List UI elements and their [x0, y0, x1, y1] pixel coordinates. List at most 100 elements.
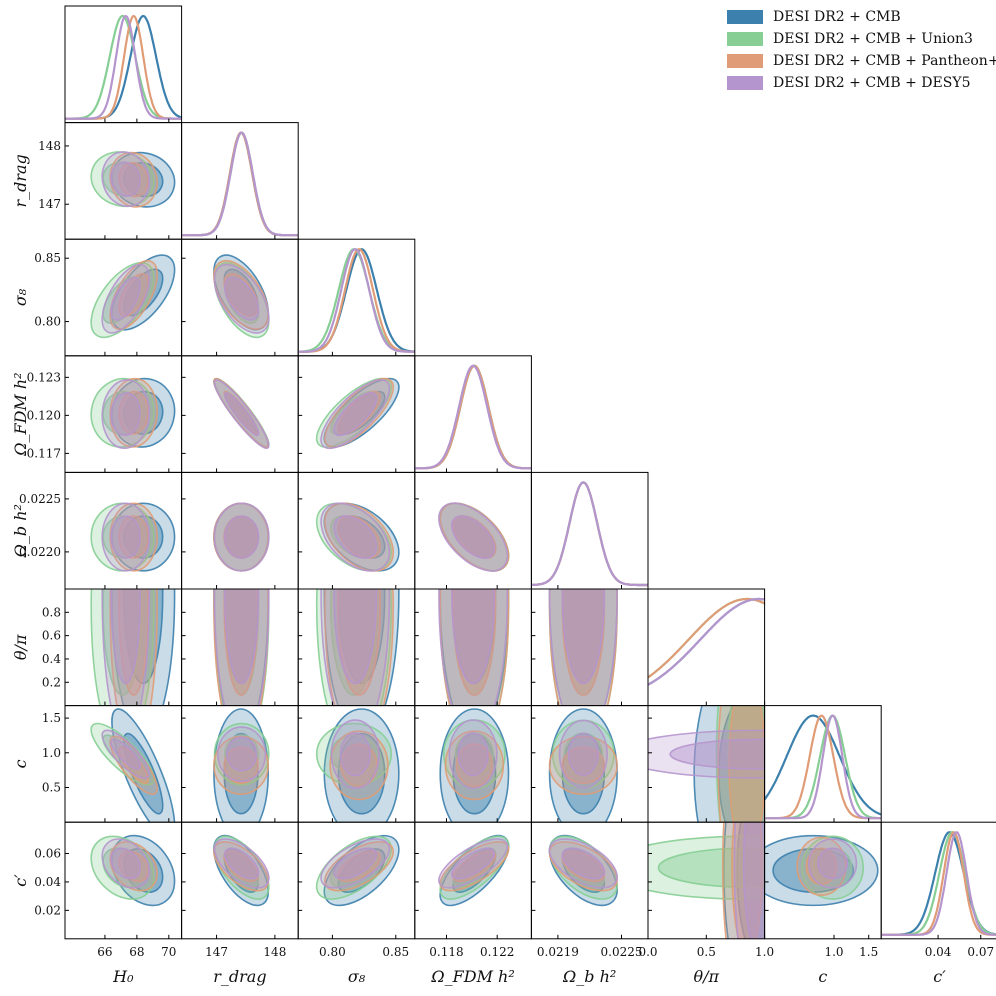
contour-68: [452, 589, 497, 696]
x-tick-label: 0.85: [382, 945, 409, 959]
contour-95: [320, 838, 391, 889]
panel-frame: [414, 355, 532, 473]
panel-omfdm-rdrag: [213, 377, 270, 450]
panel-theta-omb: [548, 589, 618, 706]
y-tick-label: 148: [38, 139, 61, 153]
panel-omb-omfdm: [438, 502, 510, 572]
panel-cprime-omfdm: [438, 834, 510, 907]
contour-95: [548, 589, 618, 706]
y-tick-label: 0.80: [34, 315, 61, 329]
contour-68: [731, 822, 764, 939]
legend-swatch: [727, 76, 763, 90]
y-axis-label: θ/π: [11, 634, 30, 660]
panel-frame: [181, 122, 299, 240]
panel-sigma8-sigma8: [298, 248, 415, 353]
panel-cprime-c: [764, 834, 879, 907]
panel-cprime-H0: [90, 834, 176, 907]
contour-68: [340, 743, 378, 788]
panel-c-H0: [90, 708, 176, 823]
panel-c-sigma8: [315, 708, 400, 823]
x-axis-label: σ₈: [348, 967, 366, 986]
contour-95: [324, 589, 394, 706]
y-tick-label: 0.8: [42, 605, 61, 619]
contour-68: [118, 589, 150, 696]
density-curve: [181, 131, 299, 237]
contour-68: [110, 392, 142, 437]
contour-95: [320, 379, 391, 450]
contour-68: [742, 822, 765, 939]
contour-95: [796, 836, 847, 896]
contour-68: [451, 515, 496, 559]
contour-95: [764, 834, 879, 907]
contour-95: [101, 151, 150, 208]
contour-95: [439, 708, 510, 823]
y-axis-label: c′: [11, 874, 30, 887]
panel-c-theta: [648, 705, 765, 823]
panel-omfdm-sigma8: [315, 377, 400, 450]
contour-68: [457, 732, 489, 777]
contour-95: [101, 729, 150, 779]
contour-68: [339, 732, 371, 777]
contour-68: [337, 390, 382, 435]
contour-95: [213, 502, 270, 572]
contour-68: [110, 847, 142, 880]
contour-68: [451, 589, 496, 685]
legend-label: DESI DR2 + CMB + Union3: [773, 31, 973, 47]
contour-68: [657, 847, 765, 888]
contour-95: [315, 589, 393, 706]
contour-68: [333, 589, 378, 685]
panel-sigma8-rdrag: [213, 254, 270, 339]
contour-95: [101, 589, 150, 706]
x-axis-label: Ω_FDM h²: [430, 967, 514, 986]
x-tick-label: 0.0225: [601, 945, 643, 959]
panel-omb-sigma8: [315, 502, 400, 572]
density-curve: [414, 364, 532, 470]
contour-68: [669, 738, 765, 770]
x-tick-label: 70: [161, 945, 176, 959]
contour-95: [721, 822, 765, 939]
density-curve: [298, 248, 415, 353]
density-curve: [881, 831, 996, 936]
contour-95: [438, 589, 509, 706]
contour-95: [648, 729, 765, 779]
density-curve: [764, 714, 882, 816]
x-tick-label: 0.5: [697, 945, 716, 959]
density-curve: [298, 248, 415, 353]
legend-entry: DESI DR2 + CMB + DESY5: [727, 72, 996, 94]
contour-95: [213, 263, 270, 334]
y-tick-label: 0.6: [42, 629, 61, 643]
density-curve: [65, 14, 182, 120]
contour-95: [330, 719, 380, 790]
y-tick-label: 0.4: [42, 652, 61, 666]
contour-68: [224, 734, 260, 774]
panel-cprime-cprime: [881, 831, 996, 936]
x-tick-label: 1.5: [859, 945, 878, 959]
legend-swatch: [727, 10, 763, 24]
contour-68: [224, 276, 260, 321]
contour-68: [118, 515, 150, 559]
contour-68: [223, 272, 259, 317]
contour-68: [224, 589, 260, 685]
density-curve: [881, 831, 996, 936]
density-curve: [648, 597, 765, 686]
y-tick-label: 0.85: [34, 251, 61, 265]
contour-95: [109, 260, 158, 330]
contour-95: [315, 835, 393, 900]
density-curve: [531, 481, 648, 587]
contour-68: [330, 390, 378, 435]
contour-95: [438, 502, 509, 572]
contour-68: [118, 850, 150, 883]
y-axis-label: c: [11, 759, 30, 768]
x-tick-label: 66: [97, 945, 112, 959]
y-axis-label: Ω_b h²: [11, 504, 30, 558]
panel-frame: [647, 588, 766, 707]
legend: DESI DR2 + CMB DESI DR2 + CMB + Union3 D…: [727, 6, 996, 94]
contour-68: [330, 589, 378, 696]
x-axis-label: Ω_b h²: [562, 967, 616, 986]
contour-95: [448, 719, 498, 790]
contour-95: [329, 730, 389, 801]
contour-68: [561, 850, 606, 883]
contour-95: [558, 719, 608, 789]
density-curve: [764, 714, 882, 820]
contour-95: [320, 502, 391, 572]
